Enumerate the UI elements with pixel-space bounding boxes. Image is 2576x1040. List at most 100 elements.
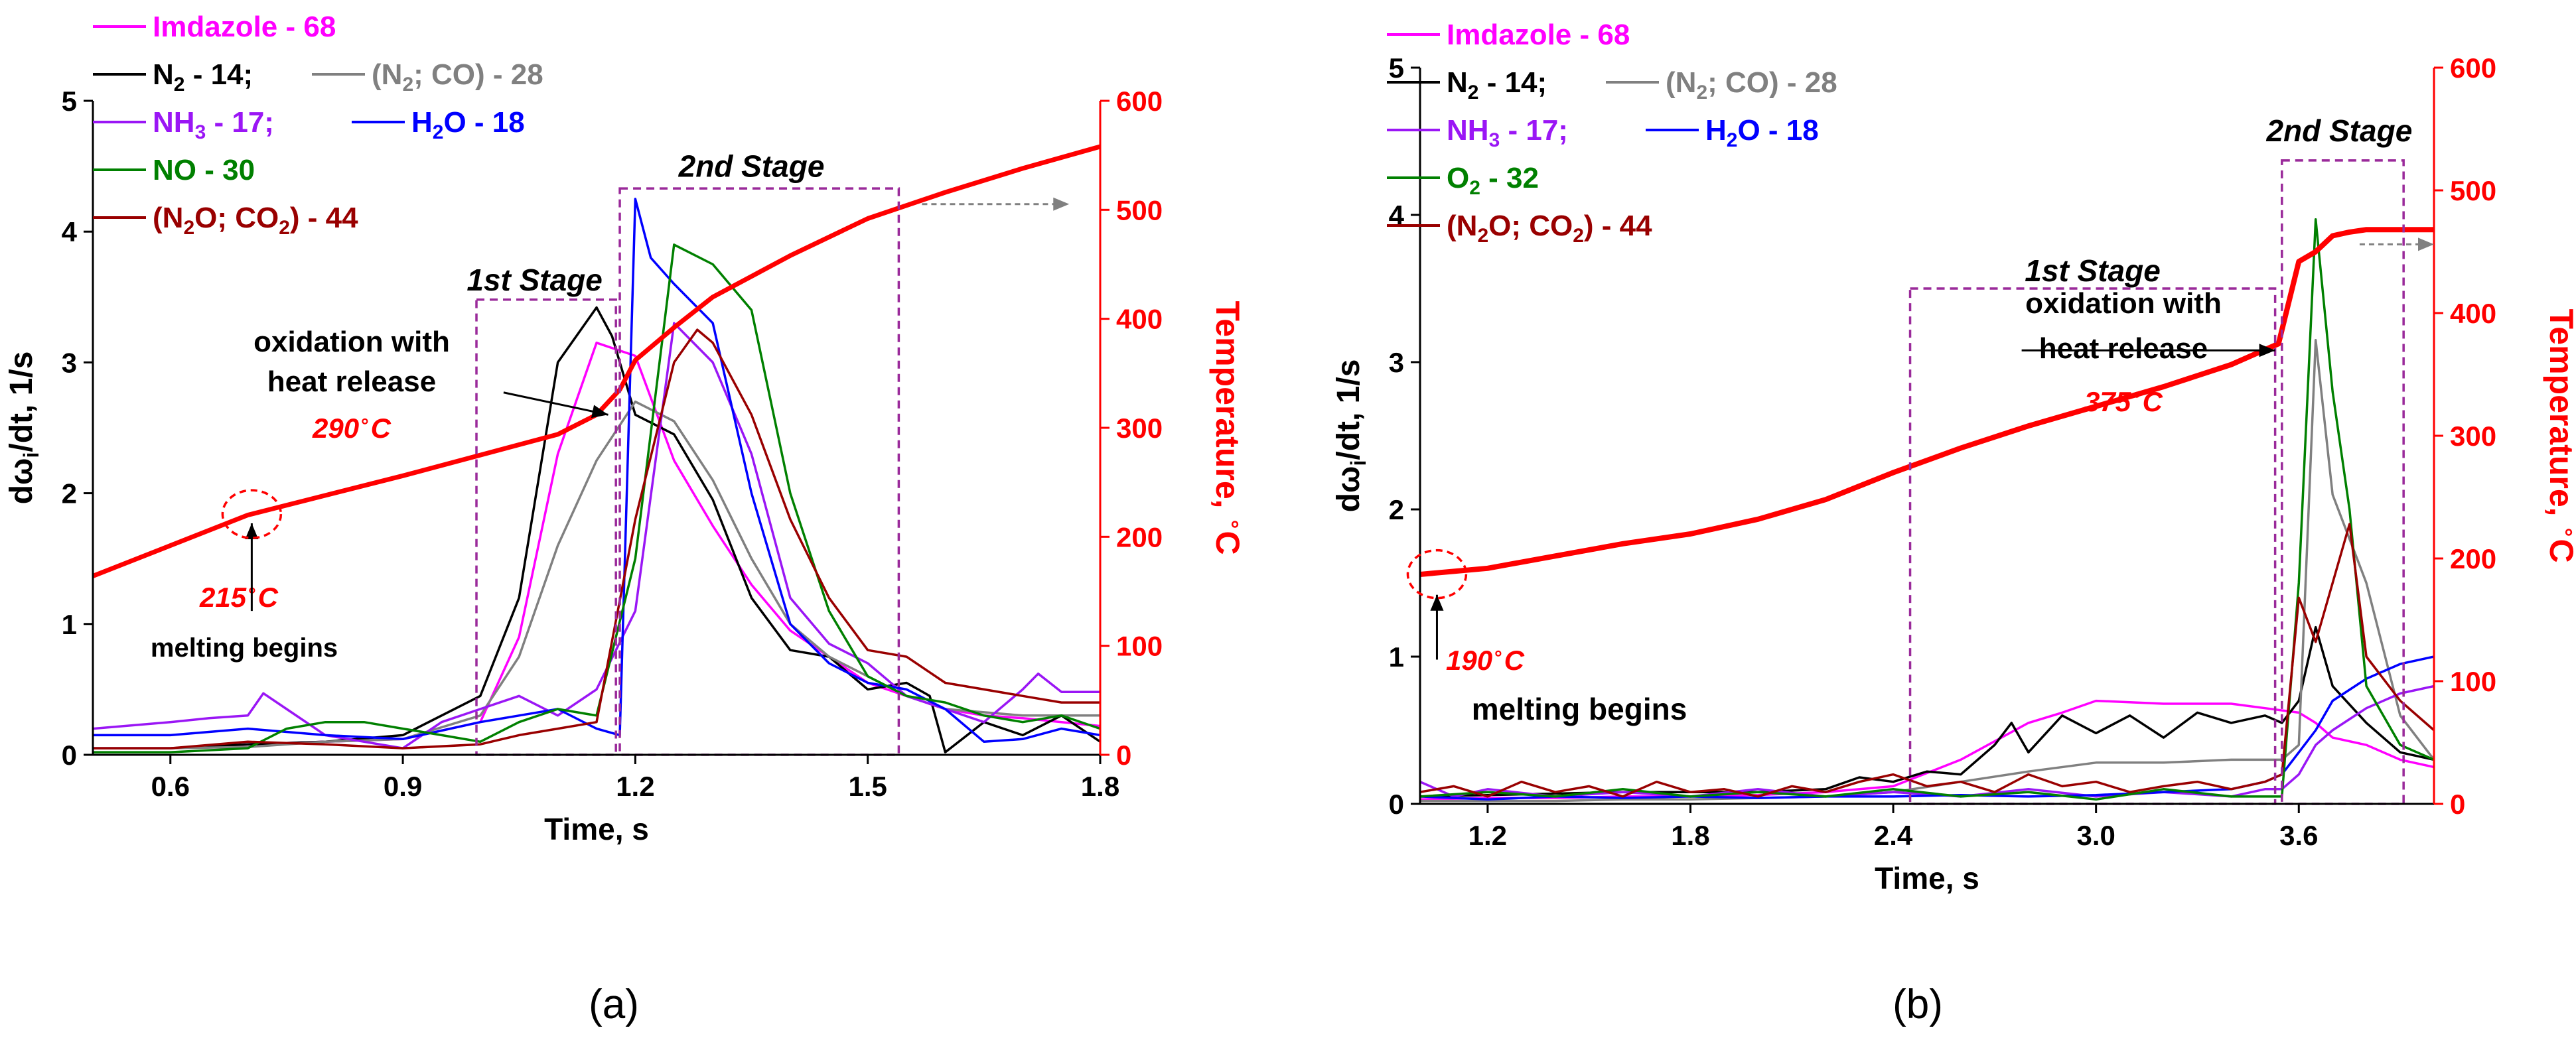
legend-entry: H2O - 18 [1705,114,1819,151]
legend-entry-sub: 2 [183,217,194,239]
legend-entry-rest: ; CO) - 28 [413,58,543,91]
y2-tick-label: 0 [1116,740,1131,771]
melting-temp-degree: ∘ [1492,643,1504,663]
stage-label-1: 1st Stage [2025,253,2161,288]
y2-axis-label-degree: ∘ [1224,517,1248,531]
legend-entry: Imdazole - 68 [153,11,336,43]
y-tick-label: 3 [62,347,77,378]
y-axis-label-d: d [4,485,39,504]
legend-entry-rest: ; CO) - 28 [1707,66,1837,99]
legend-co2-sub: 2 [1573,225,1584,247]
legend-entry: N2 - 14; [1447,66,1547,103]
y-tick-label: 2 [62,478,77,509]
y-tick-label: 0 [62,740,77,771]
oxidation-label-line1: oxidation with [2025,287,2222,320]
legend-entry-text: Imdazole - 68 [153,11,336,43]
legend-entry-rest: - 14; [184,58,253,91]
oxidation-temperature: 290∘C [312,411,392,444]
y2-tick-label: 600 [2450,52,2496,84]
axis-pointer-arrow-head [1053,197,1070,211]
oxidation-temp-degree: ∘ [359,411,371,431]
plot-area [1420,218,2434,803]
legend-entry-sub: 2 [1696,82,1707,103]
x-tick-label: 2.4 [1874,820,1913,851]
y-axis-label: dωi/dt, 1/s [1331,359,1370,513]
legend-entry-sub: 3 [1489,129,1500,151]
oxidation-temperature: 375∘C [2084,384,2163,417]
legend-entry: O2 - 32 [1447,162,1539,199]
legend-entry-sub: 2 [1727,129,1738,151]
x-tick-label: 1.2 [616,771,654,802]
x-tick-label: 0.6 [151,771,190,802]
y2-tick-label: 600 [1116,86,1163,117]
y2-axis-label-text: Temperature, [2543,308,2576,525]
x-tick-label: 0.9 [384,771,422,802]
legend-entry-rest: - 14; [1478,66,1547,99]
y2-tick-label: 500 [2450,175,2496,206]
series-line-o2-32 [1420,218,2434,801]
y2-axis-label-text: Temperature, [1209,300,1246,517]
oxidation-temp-degree: ∘ [2131,384,2143,405]
series-line-nh3-17 [1420,684,2434,798]
oxidation-temp-unit: C [2143,386,2163,417]
legend-entry-text: NH [1447,114,1489,147]
melting-label: melting begins [1472,692,1687,726]
y-axis-label-unit: /dt, 1/s [1331,359,1366,460]
oxidation-temp-value: 290 [312,413,359,444]
x-axis-label: Time, s [1875,861,1979,895]
legend-entry-text: NO - 30 [153,154,255,186]
x-tick-label: 1.8 [1081,771,1119,802]
y2-tick-label: 100 [2450,666,2496,697]
series-line-n2-14 [93,306,1100,753]
x-tick-label: 1.8 [1671,820,1709,851]
y2-axis-label-unit: C [2543,539,2576,562]
series-line-n2-co-28 [1420,338,2434,803]
oxidation-arrow-shaft [503,391,608,416]
legend-entry-text: N [153,58,174,91]
legend-entry: NH3 - 17; [153,106,274,143]
legend-entry: N2 - 14; [153,58,253,96]
oxidation-label-line1: oxidation with [253,326,450,358]
legend-entry-text: H [1705,114,1727,147]
y-tick-label: 1 [62,609,77,640]
y-axis-label-omega: ω [4,458,39,486]
legend-entry-rest: O; CO [194,202,279,234]
legend-entry: NO - 30 [153,154,255,186]
y2-tick-label: 0 [2450,789,2465,820]
legend-entry: (N2; CO) - 28 [372,58,543,96]
y2-axis-label-unit: C [1209,531,1246,554]
legend-co2-rest: ) - 44 [1584,210,1652,242]
melting-arrow-head [1430,594,1444,611]
y2-tick-label: 300 [2450,421,2496,452]
y2-tick-label: 200 [1116,521,1163,552]
y2-axis-label-degree: ∘ [2557,525,2576,539]
series-line-n2o-co2-44 [93,328,1100,749]
legend-entry-text: NH [153,106,195,139]
melting-temperature: 190∘C [1446,643,1525,676]
y-axis-label-omega: ω [1331,466,1366,493]
y2-tick-label: 200 [2450,543,2496,574]
series-line-h2o-18 [1420,655,2434,801]
legend-entry-text: Imdazole - 68 [1447,19,1630,51]
series-line-n2-co-28 [93,400,1100,749]
legend-entry-text: (N [153,202,183,234]
stage-label-2: 2nd Stage [2265,113,2412,148]
legend-entry-rest: O; CO [1488,210,1573,242]
legend-co2-sub: 2 [279,217,290,239]
legend-entry-text: H [411,106,433,139]
series-line-n2o-co2-44 [1420,523,2434,798]
legend-entry-sub: 2 [402,74,413,96]
oxidation-label-line2: heat release [267,365,436,398]
y2-tick-label: 400 [1116,304,1163,335]
plot-area [93,144,1100,753]
x-tick-label: 3.0 [2076,820,2115,851]
legend-entry: NH3 - 17; [1447,114,1568,151]
y-tick-label: 1 [1389,641,1404,673]
series-line-h2o-18 [93,198,1100,744]
y2-tick-label: 100 [1116,631,1163,662]
y2-tick-label: 500 [1116,194,1163,226]
oxidation-label-line2: heat release [2039,332,2208,365]
y2-axis-label: Temperature, ∘C [1209,300,1248,554]
legend-entry-sub: 2 [174,74,185,96]
